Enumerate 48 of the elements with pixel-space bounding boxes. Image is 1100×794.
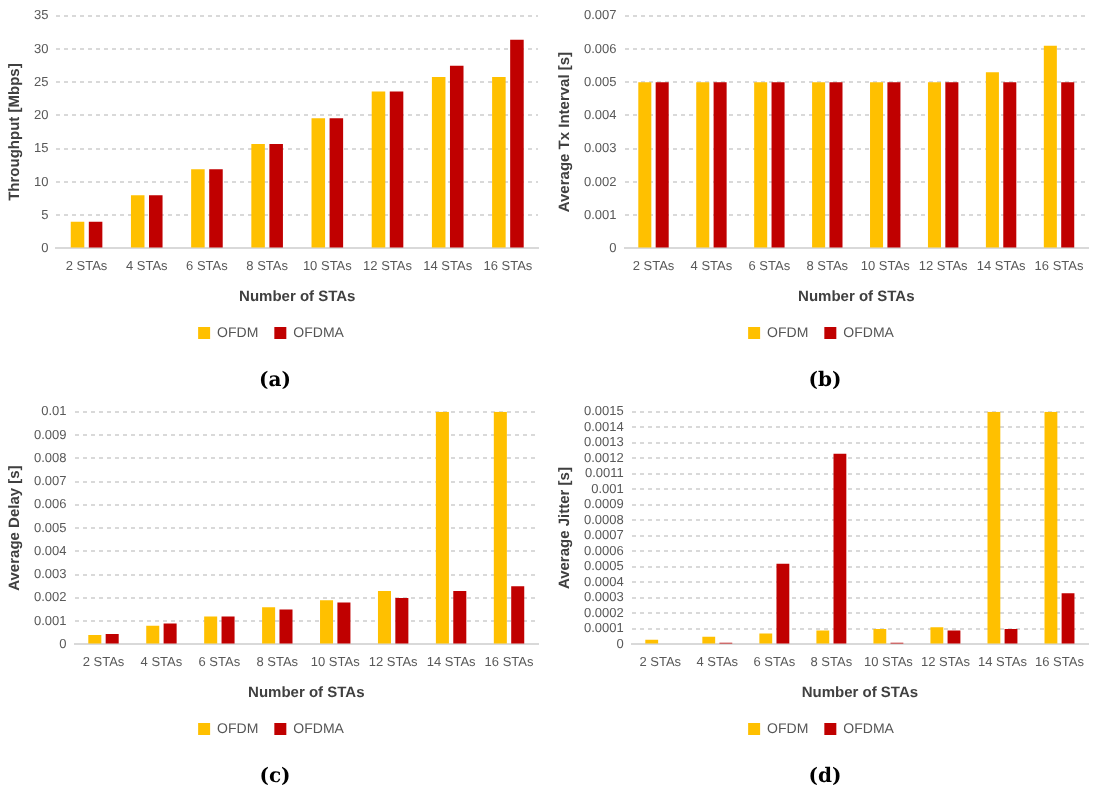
bar: [431, 76, 446, 248]
bar: [816, 630, 830, 644]
bar: [130, 195, 145, 248]
bar: [1044, 411, 1058, 644]
bar: [262, 607, 276, 644]
bar: [449, 65, 464, 248]
text: (d): [806, 766, 844, 788]
bar: [146, 625, 160, 644]
bar: [702, 636, 716, 644]
bar: [1004, 628, 1018, 644]
bar: [105, 633, 119, 644]
bar: [833, 453, 847, 644]
text: (b): [806, 370, 844, 392]
bar: [320, 600, 334, 644]
bar: [163, 623, 177, 644]
bar: [930, 627, 944, 644]
bar: [191, 169, 205, 248]
bar: [88, 221, 103, 248]
bar: [759, 633, 773, 644]
bar: [337, 602, 351, 644]
bar: [251, 144, 265, 248]
bar: [269, 144, 283, 248]
text: (a): [257, 370, 293, 392]
bar: [88, 635, 102, 644]
bar: [209, 169, 223, 248]
bar: [329, 118, 344, 248]
bar: [221, 616, 235, 644]
bar: [510, 39, 524, 248]
text: (c): [257, 766, 293, 788]
bar: [492, 76, 506, 248]
bar: [70, 221, 85, 248]
bar: [149, 195, 163, 248]
bar: [947, 630, 961, 644]
bar: [279, 609, 293, 644]
bar: [873, 628, 887, 644]
bar: [389, 91, 404, 248]
bar: [311, 118, 326, 248]
bar: [395, 597, 409, 644]
bar: [776, 563, 790, 644]
bar: [453, 590, 467, 644]
bar: [511, 586, 525, 644]
bar: [493, 411, 507, 644]
bar: [377, 590, 391, 644]
bar: [1061, 593, 1075, 644]
bar: [371, 91, 386, 248]
bar: [435, 411, 449, 644]
bar: [204, 616, 218, 644]
bar: [987, 411, 1001, 644]
